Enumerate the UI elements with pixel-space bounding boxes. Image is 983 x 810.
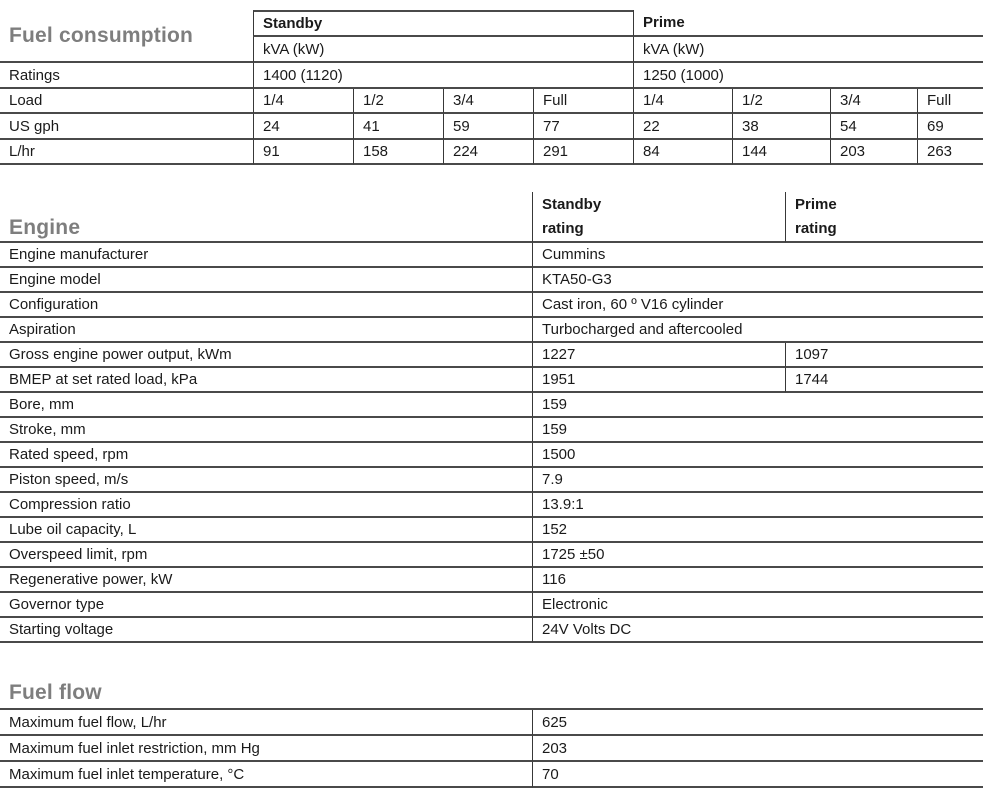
- prime-usgph-quarter: 22: [633, 114, 732, 140]
- prime-load-full: Full: [917, 89, 983, 114]
- fuel-flow-row-label: Maximum fuel inlet temperature, °C: [0, 762, 532, 788]
- engine-row-label: Piston speed, m/s: [0, 468, 532, 493]
- fuel-flow-row-value: 70: [532, 762, 983, 788]
- standby-lhr-threequarter: 224: [443, 140, 533, 165]
- fuel-flow-row-value: 625: [532, 710, 983, 736]
- engine-row-value: 159: [532, 393, 983, 418]
- prime-usgph-half: 38: [732, 114, 830, 140]
- standby-usgph-threequarter: 59: [443, 114, 533, 140]
- engine-row-standby-value: 1227: [532, 343, 785, 368]
- standby-lhr-full: 291: [533, 140, 633, 165]
- fuel-flow-row-label: Maximum fuel inlet restriction, mm Hg: [0, 736, 532, 762]
- standby-load-half: 1/2: [353, 89, 443, 114]
- engine-row-value: 7.9: [532, 468, 983, 493]
- engine-row-label: Gross engine power output, kWm: [0, 343, 532, 368]
- us-gph-row-label: US gph: [0, 114, 253, 140]
- prime-rating-cell: 1250 (1000): [633, 63, 983, 89]
- engine-row-value: 152: [532, 518, 983, 543]
- engine-row-label: Starting voltage: [0, 618, 532, 643]
- engine-row-label: Lube oil capacity, L: [0, 518, 532, 543]
- fuel-flow-row-label: Maximum fuel flow, L/hr: [0, 710, 532, 736]
- prime-lhr-half: 144: [732, 140, 830, 165]
- engine-row-value: 1500: [532, 443, 983, 468]
- engine-row-prime-value: 1744: [785, 368, 983, 393]
- engine-row-value: 13.9:1: [532, 493, 983, 518]
- lhr-row-label: L/hr: [0, 140, 253, 165]
- standby-lhr-quarter: 91: [253, 140, 353, 165]
- engine-row-label: Configuration: [0, 293, 532, 318]
- engine-row-label: Compression ratio: [0, 493, 532, 518]
- standby-unit-cell: kVA (kW): [253, 37, 633, 63]
- prime-group-header: Prime: [633, 10, 983, 37]
- engine-prime-column-header: Prime rating: [785, 192, 983, 243]
- fuel-consumption-title-text: Fuel consumption: [9, 23, 194, 47]
- engine-standby-header-line1: Standby: [542, 195, 602, 213]
- prime-load-half: 1/2: [732, 89, 830, 114]
- engine-row-label: BMEP at set rated load, kPa: [0, 368, 532, 393]
- engine-standby-column-header: Standby rating: [532, 192, 785, 243]
- standby-group-header: Standby: [253, 10, 633, 37]
- prime-lhr-quarter: 84: [633, 140, 732, 165]
- standby-load-threequarter: 3/4: [443, 89, 533, 114]
- fuel-flow-section-title: Fuel flow: [0, 643, 983, 710]
- engine-table: Engine Standby rating Prime rating Engin…: [0, 192, 983, 643]
- fuel-flow-row-value: 203: [532, 736, 983, 762]
- engine-row-label: Governor type: [0, 593, 532, 618]
- standby-load-quarter: 1/4: [253, 89, 353, 114]
- prime-load-quarter: 1/4: [633, 89, 732, 114]
- standby-usgph-half: 41: [353, 114, 443, 140]
- standby-load-full: Full: [533, 89, 633, 114]
- fuel-flow-title-text: Fuel flow: [9, 681, 102, 704]
- engine-standby-header-line2: rating: [542, 219, 584, 237]
- engine-row-label: Regenerative power, kW: [0, 568, 532, 593]
- engine-row-label: Aspiration: [0, 318, 532, 343]
- fuel-consumption-table: Fuel consumption Standby Prime kVA (kW) …: [0, 10, 983, 165]
- spec-sheet-page: Fuel consumption Standby Prime kVA (kW) …: [0, 10, 983, 810]
- engine-row-value: Electronic: [532, 593, 983, 618]
- engine-row-value: 24V Volts DC: [532, 618, 983, 643]
- engine-row-value: KTA50-G3: [532, 268, 983, 293]
- engine-prime-header-line2: rating: [795, 219, 837, 237]
- ratings-row-label: Ratings: [0, 63, 253, 89]
- engine-row-value: 116: [532, 568, 983, 593]
- engine-row-standby-value: 1951: [532, 368, 785, 393]
- engine-row-value: 159: [532, 418, 983, 443]
- engine-prime-header-line1: Prime: [795, 195, 837, 213]
- prime-unit-cell: kVA (kW): [633, 37, 983, 63]
- fuel-flow-table: Maximum fuel flow, L/hr 625 Maximum fuel…: [0, 710, 983, 788]
- prime-usgph-full: 69: [917, 114, 983, 140]
- engine-title-text: Engine: [9, 216, 81, 239]
- engine-row-value: Cummins: [532, 243, 983, 268]
- standby-rating-cell: 1400 (1120): [253, 63, 633, 89]
- standby-usgph-full: 77: [533, 114, 633, 140]
- prime-usgph-threequarter: 54: [830, 114, 917, 140]
- standby-lhr-half: 158: [353, 140, 443, 165]
- prime-lhr-threequarter: 203: [830, 140, 917, 165]
- engine-row-value: Cast iron, 60 º V16 cylinder: [532, 293, 983, 318]
- prime-load-threequarter: 3/4: [830, 89, 917, 114]
- standby-usgph-quarter: 24: [253, 114, 353, 140]
- engine-row-label: Rated speed, rpm: [0, 443, 532, 468]
- engine-row-value: Turbocharged and aftercooled: [532, 318, 983, 343]
- load-row-label: Load: [0, 89, 253, 114]
- fuel-consumption-section-title: Fuel consumption: [0, 10, 253, 63]
- engine-row-prime-value: 1097: [785, 343, 983, 368]
- fuel-flow-section: Fuel flow Maximum fuel flow, L/hr 625 Ma…: [0, 643, 983, 788]
- engine-row-label: Overspeed limit, rpm: [0, 543, 532, 568]
- engine-row-label: Engine manufacturer: [0, 243, 532, 268]
- engine-row-label: Engine model: [0, 268, 532, 293]
- engine-row-value: 1725 ±50: [532, 543, 983, 568]
- prime-lhr-full: 263: [917, 140, 983, 165]
- engine-row-label: Bore, mm: [0, 393, 532, 418]
- engine-row-label: Stroke, mm: [0, 418, 532, 443]
- engine-section-title: Engine: [0, 192, 532, 243]
